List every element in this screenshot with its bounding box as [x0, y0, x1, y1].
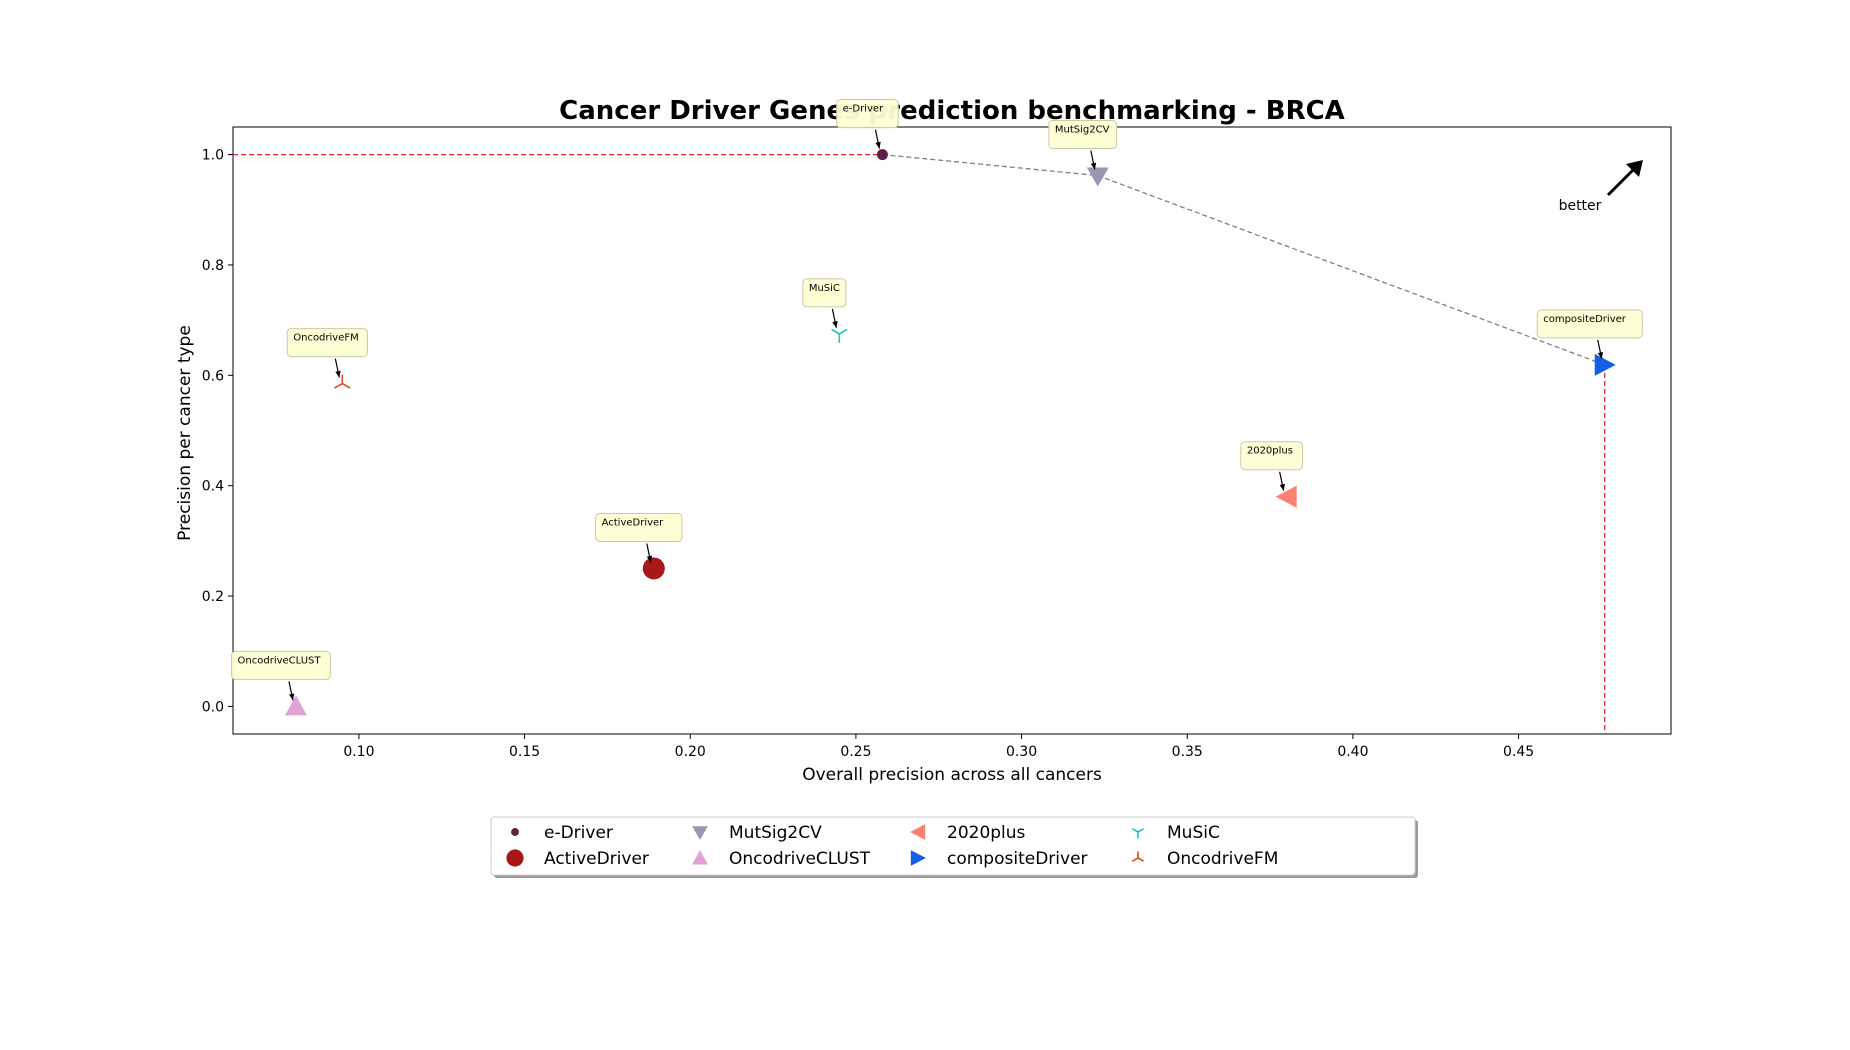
better-arrow — [1606, 164, 1639, 197]
data-point — [831, 328, 848, 343]
annotation-label: e-Driver — [843, 104, 884, 115]
plot-area: 0.10 0.15 0.20 0.25 0.30 0.35 0.40 0.45 0.0 0.2 0.… — [202, 99, 1672, 760]
legend-marker — [1131, 851, 1145, 862]
annotation-box — [1536, 309, 1643, 339]
y-tick-label: 0.6 — [202, 368, 224, 384]
annotation-arrowhead — [646, 555, 653, 563]
x-tick-label: 0.10 — [343, 744, 374, 760]
x-tick-label: 0.30 — [1006, 744, 1037, 760]
legend-marker — [511, 828, 519, 836]
annotation-box — [836, 99, 899, 129]
annotation-arrowhead — [1090, 162, 1097, 170]
annotation-label: OncodriveCLUST — [238, 655, 322, 666]
y-tick-label: 0.8 — [202, 258, 224, 274]
plot-frame — [232, 126, 1672, 735]
annotation-box — [286, 328, 368, 358]
legend: e-Driver ActiveDriver MutSig2CV OncodriveCL… — [490, 816, 1418, 878]
annotation-arrowhead — [335, 370, 341, 378]
annotation-label: ActiveDriver — [602, 517, 665, 528]
better-label: better — [1559, 198, 1602, 214]
annotation-box — [595, 512, 683, 542]
pareto-front-line — [882, 153, 1605, 366]
x-tick-label: 0.35 — [1172, 744, 1203, 760]
legend-entry: compositeDriver — [947, 849, 1088, 869]
y-tick-label: 0.2 — [202, 589, 224, 605]
y-tick-label: 0.0 — [202, 699, 224, 715]
legend-marker-stroke — [1137, 828, 1145, 833]
legend-entry: OncodriveFM — [1167, 849, 1278, 869]
x-tick-label: 0.20 — [675, 744, 706, 760]
annotation-arrowhead — [1597, 351, 1604, 359]
legend-entry: OncodriveCLUST — [729, 849, 871, 869]
x-tick-label: 0.15 — [509, 744, 540, 760]
y-axis-label: Precision per cancer type — [175, 325, 195, 541]
data-point — [1275, 485, 1297, 508]
legend-entry: ActiveDriver — [544, 849, 649, 869]
legend-marker — [692, 850, 708, 865]
annotation-arrowhead — [288, 693, 295, 701]
data-point — [642, 557, 665, 580]
legend-marker-stroke — [1131, 857, 1139, 862]
better-arrowhead — [1626, 160, 1643, 177]
annotation-label: MuSiC — [809, 283, 840, 294]
annotation-box — [1048, 120, 1118, 150]
x-tick-label: 0.40 — [1337, 744, 1368, 760]
legend-marker — [692, 826, 708, 840]
x-axis-label: Overall precision across all cancers — [802, 765, 1102, 785]
annotation-label: 2020plus — [1247, 446, 1293, 457]
annotation-arrowhead — [875, 141, 881, 149]
legend-marker — [910, 824, 926, 840]
data-point-stroke — [341, 382, 351, 389]
legend-entry: MutSig2CV — [729, 823, 822, 843]
legend-entry: 2020plus — [947, 823, 1026, 843]
annotation-arrowhead — [832, 321, 838, 328]
x-tick-label: 0.25 — [840, 744, 871, 760]
data-point-stroke — [334, 382, 343, 389]
data-point — [1086, 167, 1109, 187]
legend-marker — [910, 850, 926, 866]
data-point — [284, 695, 307, 716]
data-point — [334, 374, 351, 389]
legend-marker-stroke — [1137, 857, 1145, 862]
data-point-stroke — [831, 328, 840, 335]
x-tick-label: 0.45 — [1503, 744, 1534, 760]
annotation-box — [1240, 441, 1303, 471]
data-point — [876, 149, 888, 161]
data-point-stroke — [838, 328, 848, 335]
legend-marker — [506, 849, 524, 867]
legend-marker — [1131, 828, 1145, 839]
annotation-label: OncodriveFM — [293, 333, 359, 344]
legend-box — [490, 816, 1416, 876]
annotation-arrowhead — [1279, 483, 1285, 491]
legend-marker-stroke — [1131, 828, 1139, 833]
y-tick-label: 1.0 — [202, 148, 224, 164]
annotation-label: MutSig2CV — [1055, 125, 1110, 136]
y-tick-label: 0.4 — [202, 479, 224, 495]
data-point — [1594, 353, 1616, 376]
legend-entry: e-Driver — [544, 823, 613, 843]
annotation-box — [231, 650, 331, 680]
legend-entry: MuSiC — [1167, 823, 1220, 843]
chart-title: Cancer Driver Genes prediction benchmark… — [559, 96, 1345, 126]
annotation-box — [802, 278, 847, 308]
annotation-label: compositeDriver — [1543, 314, 1627, 325]
